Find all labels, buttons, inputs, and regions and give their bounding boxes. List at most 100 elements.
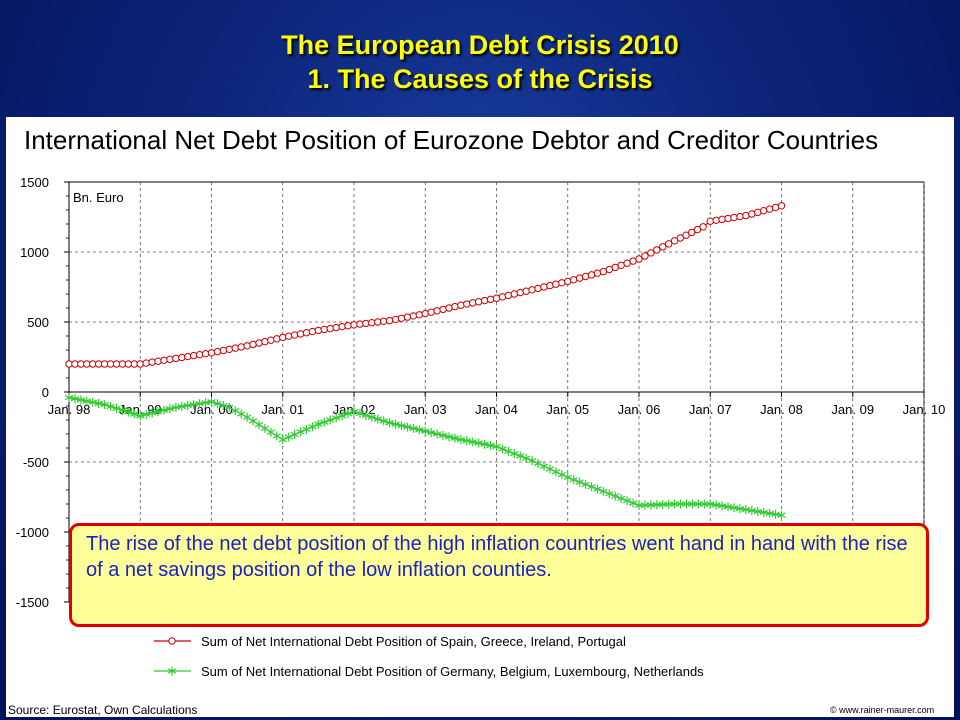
x-tick-label: Jan. 05: [546, 402, 589, 417]
x-tick-label: Jan. 06: [618, 402, 661, 417]
data-point-debtor: [469, 299, 477, 307]
data-point-creditor: [314, 419, 323, 429]
data-point-creditor: [444, 432, 454, 442]
data-point-creditor: [379, 416, 388, 426]
y-tick-label: 1500: [20, 175, 49, 190]
data-point-creditor: [616, 493, 626, 503]
data-point-debtor: [445, 304, 453, 312]
copyright-credit: © www.rainer-maurer.com: [830, 705, 935, 715]
data-point-debtor: [403, 313, 412, 321]
data-point-debtor: [599, 267, 608, 276]
data-point-creditor: [76, 395, 86, 405]
data-point-debtor: [243, 342, 251, 350]
data-point-creditor: [545, 464, 555, 474]
data-point-creditor: [421, 426, 430, 436]
data-point-creditor: [426, 428, 436, 438]
data-point-debtor: [718, 215, 726, 224]
data-point-debtor: [528, 286, 536, 294]
data-point-creditor: [492, 442, 501, 452]
data-point-debtor: [635, 255, 643, 263]
data-point-debtor: [326, 324, 334, 333]
data-point-debtor: [302, 329, 311, 337]
data-point-debtor: [480, 296, 489, 305]
data-point-creditor: [260, 423, 270, 433]
data-point-creditor: [777, 510, 786, 520]
data-point-creditor: [296, 427, 305, 437]
data-point-creditor: [539, 461, 549, 471]
chart-title: International Net Debt Position of Euroz…: [24, 125, 879, 155]
data-point-debtor: [742, 211, 750, 220]
data-point-creditor: [551, 467, 561, 477]
data-point-debtor: [374, 318, 382, 326]
data-point-debtor: [225, 345, 234, 354]
data-point-creditor: [474, 438, 483, 448]
data-point-debtor: [617, 261, 625, 270]
data-point-debtor: [385, 316, 394, 325]
data-point-creditor: [308, 422, 317, 432]
data-point-debtor: [231, 344, 239, 352]
data-point-creditor: [605, 489, 614, 499]
data-point-debtor: [736, 212, 744, 221]
data-point-debtor: [748, 210, 756, 218]
data-point-debtor: [338, 322, 346, 331]
data-point-debtor: [664, 240, 673, 248]
data-point-debtor: [201, 350, 210, 358]
data-point-debtor: [279, 333, 287, 342]
data-point-debtor: [290, 331, 299, 339]
data-point-debtor: [587, 271, 596, 279]
data-point-debtor: [463, 300, 471, 308]
data-point-debtor: [777, 202, 786, 210]
data-point-debtor: [178, 353, 186, 362]
data-point-creditor: [510, 449, 519, 459]
data-point-debtor: [534, 284, 542, 293]
data-point-creditor: [320, 417, 329, 427]
data-point-debtor: [730, 213, 738, 222]
data-point-debtor: [688, 228, 696, 237]
data-point-creditor: [141, 409, 151, 419]
data-point-debtor: [409, 312, 418, 320]
data-point-creditor: [391, 419, 400, 429]
data-point-debtor: [581, 272, 590, 281]
data-point-debtor: [433, 307, 441, 315]
data-point-creditor: [118, 405, 127, 415]
data-point-creditor: [147, 408, 157, 418]
x-tick-label: Jan. 07: [689, 402, 732, 417]
data-point-debtor: [172, 354, 180, 363]
data-point-debtor: [516, 288, 524, 297]
data-point-creditor: [504, 446, 513, 456]
data-point-debtor: [368, 319, 376, 327]
legend-label: Sum of Net International Debt Position o…: [201, 634, 626, 649]
data-point-creditor: [385, 418, 394, 428]
data-point-debtor: [765, 205, 774, 213]
data-point-debtor: [189, 351, 198, 360]
data-point-creditor: [106, 401, 115, 411]
data-point-creditor: [557, 470, 567, 480]
y-tick-label: 0: [42, 385, 49, 400]
data-point-debtor: [237, 343, 245, 351]
data-point-debtor: [504, 291, 513, 300]
data-point-creditor: [438, 430, 448, 440]
data-point-debtor: [362, 319, 370, 328]
data-point-debtor: [421, 309, 429, 318]
y-tick-label: 500: [27, 315, 49, 330]
x-tick-label: Jan. 01: [261, 402, 304, 417]
data-point-debtor: [682, 231, 690, 239]
data-point-debtor: [195, 350, 204, 359]
data-point-creditor: [343, 409, 353, 419]
data-point-debtor: [344, 322, 352, 330]
data-point-creditor: [599, 486, 608, 496]
data-point-debtor: [332, 323, 340, 332]
data-point-debtor: [350, 321, 358, 329]
callout-box: The rise of the net debt position of the…: [69, 523, 929, 627]
data-point-debtor: [611, 263, 619, 272]
data-point-creditor: [587, 482, 596, 492]
data-point-debtor: [605, 265, 614, 274]
chart-panel: International Net Debt Position of Euroz…: [6, 117, 954, 717]
data-point-debtor: [552, 280, 560, 288]
data-point-debtor: [659, 243, 667, 251]
data-point-creditor: [432, 429, 442, 439]
data-point-creditor: [337, 411, 347, 421]
slide-title-line1: The European Debt Crisis 2010: [281, 30, 679, 60]
data-point-creditor: [611, 491, 620, 501]
legend-label: Sum of Net International Debt Position o…: [201, 664, 704, 679]
